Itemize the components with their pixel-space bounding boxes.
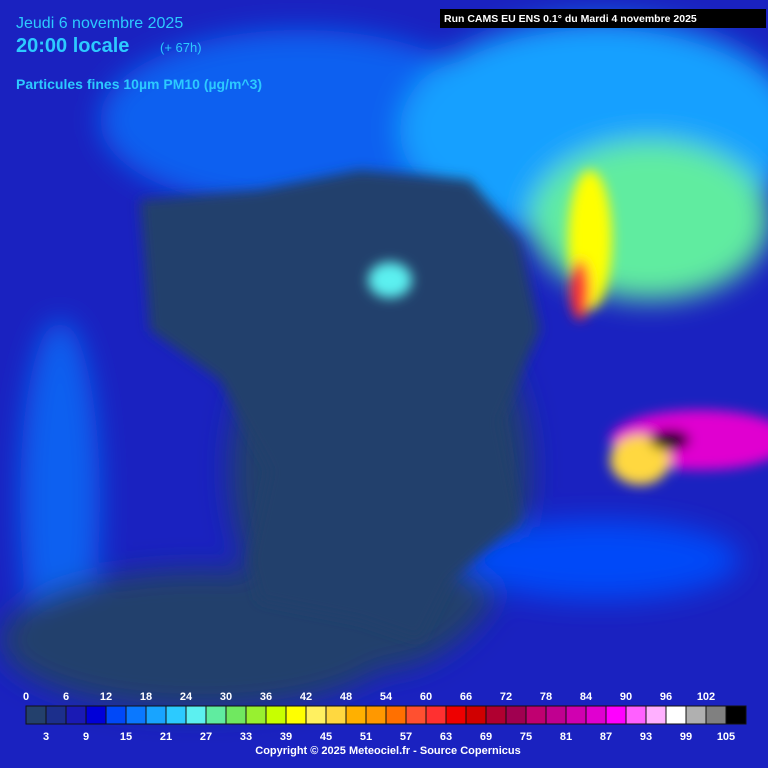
scale-box xyxy=(405,705,427,725)
scale-box xyxy=(565,705,587,725)
scale-box xyxy=(485,705,507,725)
scale-label: 36 xyxy=(260,691,272,703)
scale-label: 18 xyxy=(140,691,152,703)
scale-box xyxy=(205,705,227,725)
scale-label: 24 xyxy=(180,691,193,703)
scale-box xyxy=(65,705,87,725)
scale-box xyxy=(145,705,167,725)
scale-label: 30 xyxy=(220,691,232,703)
scale-box xyxy=(285,705,307,725)
run-info: Run CAMS EU ENS 0.1° du Mardi 4 novembre… xyxy=(444,13,697,25)
scale-label: 105 xyxy=(717,731,735,743)
scale-box xyxy=(45,705,67,725)
scale-label: 102 xyxy=(697,691,715,703)
date: Jeudi 6 novembre 2025 xyxy=(16,15,183,32)
scale-label: 57 xyxy=(400,731,412,743)
copyright: Copyright © 2025 Meteociel.fr - Source C… xyxy=(255,745,520,757)
scale-label: 90 xyxy=(620,691,632,703)
variable: Particules fines 10µm PM10 (µg/m^3) xyxy=(16,76,262,92)
scale-box xyxy=(585,705,607,725)
scale-box xyxy=(305,705,327,725)
scale-box xyxy=(625,705,647,725)
scale-label: 63 xyxy=(440,731,452,743)
scale-box xyxy=(725,705,747,725)
scale-label: 21 xyxy=(160,731,172,743)
scale-label: 66 xyxy=(460,691,472,703)
scale-box xyxy=(105,705,127,725)
scale-label: 0 xyxy=(23,691,29,703)
scale-label: 75 xyxy=(520,731,532,743)
scale-label: 72 xyxy=(500,691,512,703)
scale-label: 9 xyxy=(83,731,89,743)
scale-box xyxy=(325,705,347,725)
scale-box xyxy=(465,705,487,725)
scale-label: 78 xyxy=(540,691,552,703)
scale-box xyxy=(525,705,547,725)
scale-label: 69 xyxy=(480,731,492,743)
scale-label: 93 xyxy=(640,731,652,743)
color-scale: 0369121518212427303336394245485154576063… xyxy=(23,691,747,743)
run-box xyxy=(440,9,766,28)
scale-label: 96 xyxy=(660,691,672,703)
scale-label: 99 xyxy=(680,731,692,743)
scale-label: 3 xyxy=(43,731,49,743)
scale-box xyxy=(545,705,567,725)
scale-box xyxy=(445,705,467,725)
scale-label: 15 xyxy=(120,731,132,743)
scale-label: 6 xyxy=(63,691,69,703)
scale-box xyxy=(85,705,107,725)
scale-box xyxy=(245,705,267,725)
scale-box xyxy=(685,705,707,725)
scale-box xyxy=(645,705,667,725)
scale-box xyxy=(345,705,367,725)
scale-label: 27 xyxy=(200,731,212,743)
scale-box xyxy=(125,705,147,725)
scale-label: 48 xyxy=(340,691,352,703)
scale-label: 51 xyxy=(360,731,372,743)
scale-label: 54 xyxy=(380,691,393,703)
scale-box xyxy=(25,705,47,725)
scale-box xyxy=(165,705,187,725)
scale-box xyxy=(365,705,387,725)
scale-box xyxy=(705,705,727,725)
scale-box xyxy=(185,705,207,725)
scale-box xyxy=(605,705,627,725)
scale-box xyxy=(425,705,447,725)
time: 20:00 locale xyxy=(16,35,129,57)
scale-label: 39 xyxy=(280,731,292,743)
scale-box xyxy=(265,705,287,725)
scale-box xyxy=(505,705,527,725)
scale-label: 42 xyxy=(300,691,312,703)
scale-box xyxy=(225,705,247,725)
scale-box xyxy=(385,705,407,725)
scale-box xyxy=(665,705,687,725)
scale-label: 60 xyxy=(420,691,432,703)
scale-label: 12 xyxy=(100,691,112,703)
scale-label: 81 xyxy=(560,731,572,743)
scale-label: 84 xyxy=(580,691,593,703)
lead-time: (+ 67h) xyxy=(160,40,202,55)
scale-label: 87 xyxy=(600,731,612,743)
scale-label: 45 xyxy=(320,731,332,743)
scale-label: 33 xyxy=(240,731,252,743)
